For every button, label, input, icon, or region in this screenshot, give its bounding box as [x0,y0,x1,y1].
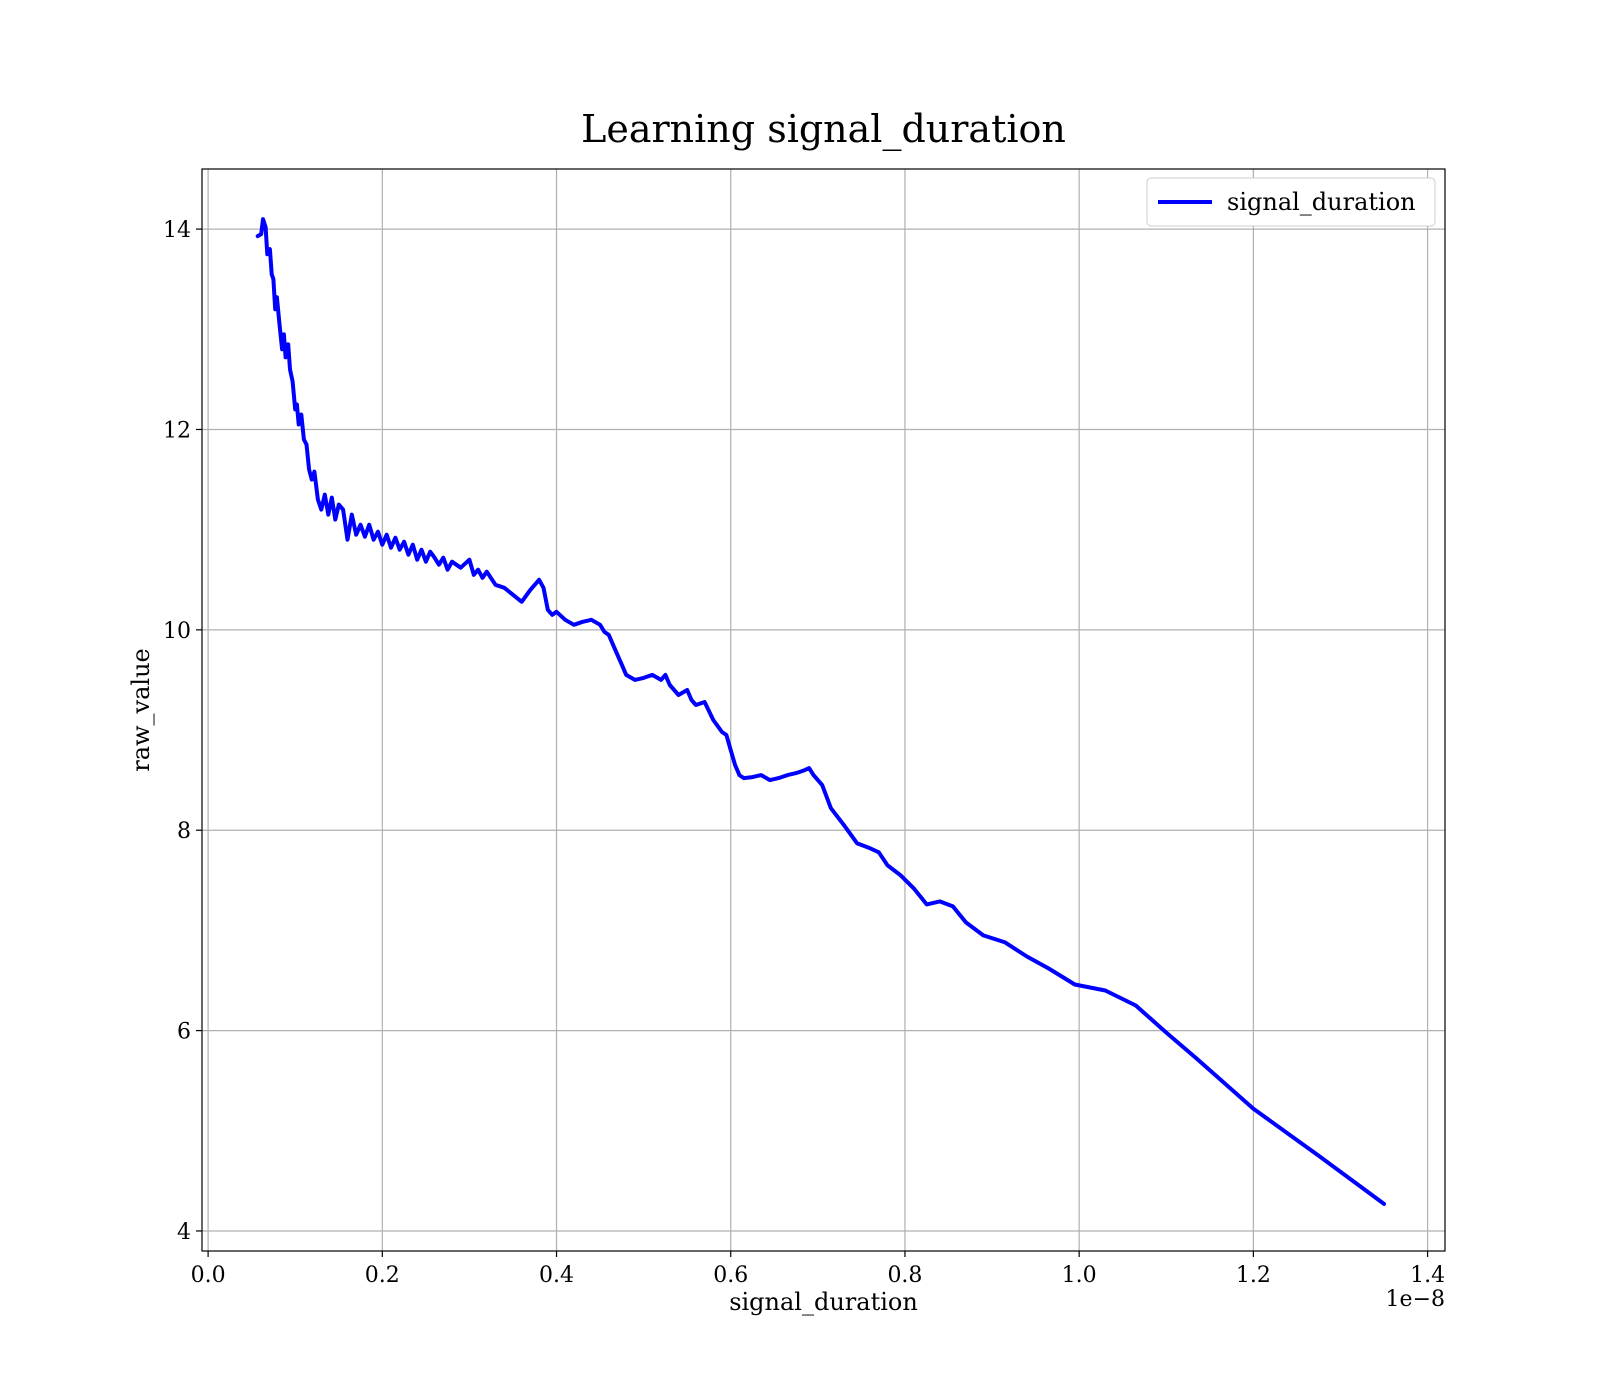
series-layer [255,217,1386,1206]
x-tick-label: 0.2 [365,1263,400,1288]
x-tick-label: 1.0 [1062,1263,1097,1288]
x-tick-label: 0.6 [713,1263,748,1288]
legend-entry: signal_duration [1227,188,1416,216]
y-tick-label: 14 [163,218,191,243]
x-tick-label: 1.2 [1236,1263,1271,1288]
y-tick-label: 12 [163,418,191,443]
y-tick-label: 4 [177,1220,191,1245]
y-tick-label: 8 [177,819,191,844]
y-axis-label: raw_value [127,648,155,772]
y-tick-label: 10 [163,619,191,644]
legend: signal_duration [1146,177,1436,227]
x-axis-label: signal_duration [729,1288,918,1316]
plot-frame [201,168,1446,1252]
x-tick-label: 1.4 [1410,1263,1445,1288]
x-tick-label: 0.0 [191,1263,226,1288]
series-line-signal_duration [255,217,1386,1206]
x-tick-label: 0.4 [539,1263,574,1288]
x-axis-offset-label: 1e−8 [1386,1287,1445,1312]
x-tick-label: 0.8 [887,1263,922,1288]
y-tick-label: 6 [177,1020,191,1045]
grid [202,169,1445,1251]
ticks: 0.0 0.2 0.4 0.6 0.8 1.0 1.2 1.4 4 6 8 10 12 14 [163,218,1445,1288]
chart-title: Learning signal_duration [581,107,1066,152]
legend-box [1146,177,1436,227]
